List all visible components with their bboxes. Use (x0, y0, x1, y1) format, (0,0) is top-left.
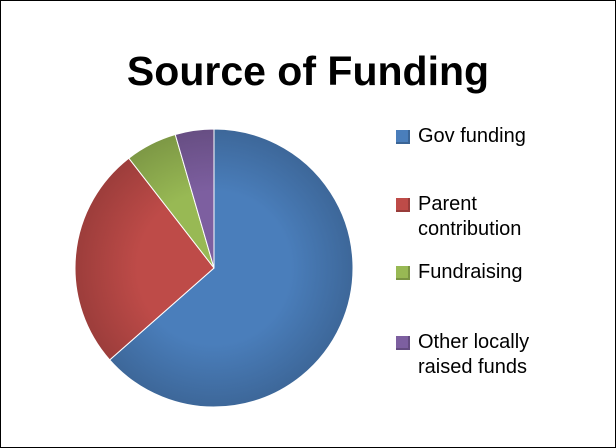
legend-label-parent-contribution: Parent contribution (418, 193, 522, 240)
legend-swatch-other-locally-raised-funds (396, 336, 410, 350)
pie-slice-other-locally-raised-funds (174, 128, 215, 269)
legend-label-fundraising: Fundraising (418, 261, 523, 283)
pie-slice-gov-funding (109, 128, 354, 408)
pie-slices (74, 128, 354, 408)
legend-label-other-locally-raised-funds: Other locally raised funds (418, 331, 530, 378)
legend: Gov funding Parent contribution Fundrais… (396, 0, 611, 448)
chart-title: Source of Funding (126, 48, 490, 94)
legend-swatch-parent-contribution (396, 198, 410, 212)
legend-swatch-gov-funding (396, 130, 410, 144)
pie-slice-parent-contribution (74, 157, 215, 361)
legend-swatch-fundraising (396, 266, 410, 280)
legend-label-gov-funding: Gov funding (418, 125, 526, 147)
